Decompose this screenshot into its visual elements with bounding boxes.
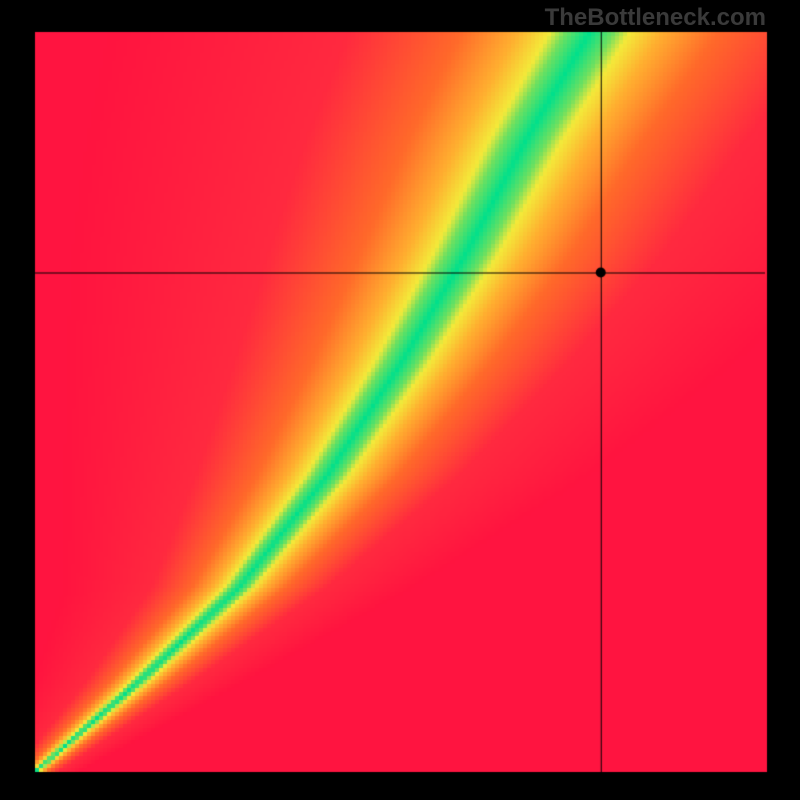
chart-container: TheBottleneck.com [0, 0, 800, 800]
watermark-text: TheBottleneck.com [545, 4, 766, 32]
bottleneck-heatmap [0, 0, 800, 800]
